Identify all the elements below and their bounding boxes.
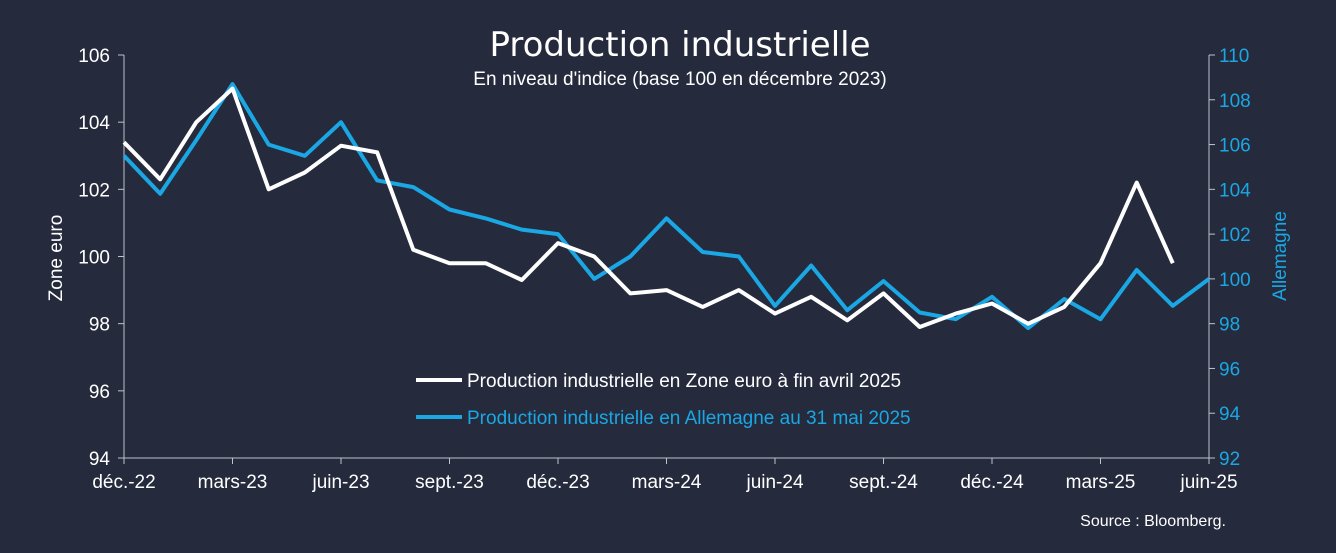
x-tick-label: déc.-22 bbox=[92, 472, 155, 493]
y-tick-left-label: 94 bbox=[89, 449, 111, 470]
y-tick-right-label: 102 bbox=[1219, 225, 1251, 246]
x-tick-label: déc.-24 bbox=[960, 472, 1024, 493]
source-note: Source : Bloomberg. bbox=[1080, 513, 1226, 530]
y-tick-right-label: 100 bbox=[1219, 270, 1251, 291]
y-tick-right-label: 110 bbox=[1219, 46, 1249, 67]
y-tick-right-label: 106 bbox=[1219, 136, 1251, 157]
axes-group: 94 96 98 100 102 104 106 92 94 96 98 100 102 104 106 10… bbox=[78, 46, 1251, 493]
legend-label: Production industrielle en Allemagne au … bbox=[467, 408, 911, 429]
series-line-allemagne bbox=[122, 82, 1211, 331]
y-tick-left-label: 106 bbox=[78, 46, 110, 67]
x-tick-label: sept.-24 bbox=[849, 472, 918, 493]
y-tick-right-label: 98 bbox=[1219, 315, 1240, 336]
series-group bbox=[122, 82, 1211, 331]
chart-subtitle: En niveau d'indice (base 100 en décembre… bbox=[473, 69, 886, 90]
y-tick-right-label: 108 bbox=[1219, 91, 1251, 112]
x-tick-label: mars-25 bbox=[1066, 472, 1136, 493]
y-axis-left-label: Zone euro bbox=[46, 215, 67, 302]
chart-title: Production industrielle bbox=[489, 25, 870, 65]
x-tick-label: juin-23 bbox=[311, 472, 369, 493]
x-tick-label: sept.-23 bbox=[415, 472, 484, 493]
legend: Production industrielle en Zone euro à f… bbox=[416, 371, 911, 429]
y-tick-right-label: 96 bbox=[1219, 359, 1240, 380]
y-tick-right-label: 104 bbox=[1219, 180, 1251, 201]
x-tick-label: mars-24 bbox=[632, 472, 702, 493]
y-tick-left-label: 96 bbox=[89, 382, 110, 403]
x-tick-label: juin-25 bbox=[1179, 472, 1237, 493]
y-axis-right-label: Allemagne bbox=[1270, 211, 1291, 301]
series-line-zone-euro bbox=[122, 86, 1175, 329]
x-tick-label: mars-23 bbox=[198, 472, 268, 493]
y-tick-left-label: 100 bbox=[78, 248, 110, 269]
y-tick-left-label: 102 bbox=[78, 180, 110, 201]
legend-label: Production industrielle en Zone euro à f… bbox=[467, 371, 901, 392]
x-tick-label: juin-24 bbox=[745, 472, 803, 493]
y-tick-left-label: 98 bbox=[89, 315, 110, 336]
y-tick-right-label: 94 bbox=[1219, 404, 1241, 425]
y-tick-left-label: 104 bbox=[78, 113, 110, 134]
y-tick-right-label: 92 bbox=[1219, 449, 1240, 470]
x-tick-label: déc.-23 bbox=[526, 472, 589, 493]
